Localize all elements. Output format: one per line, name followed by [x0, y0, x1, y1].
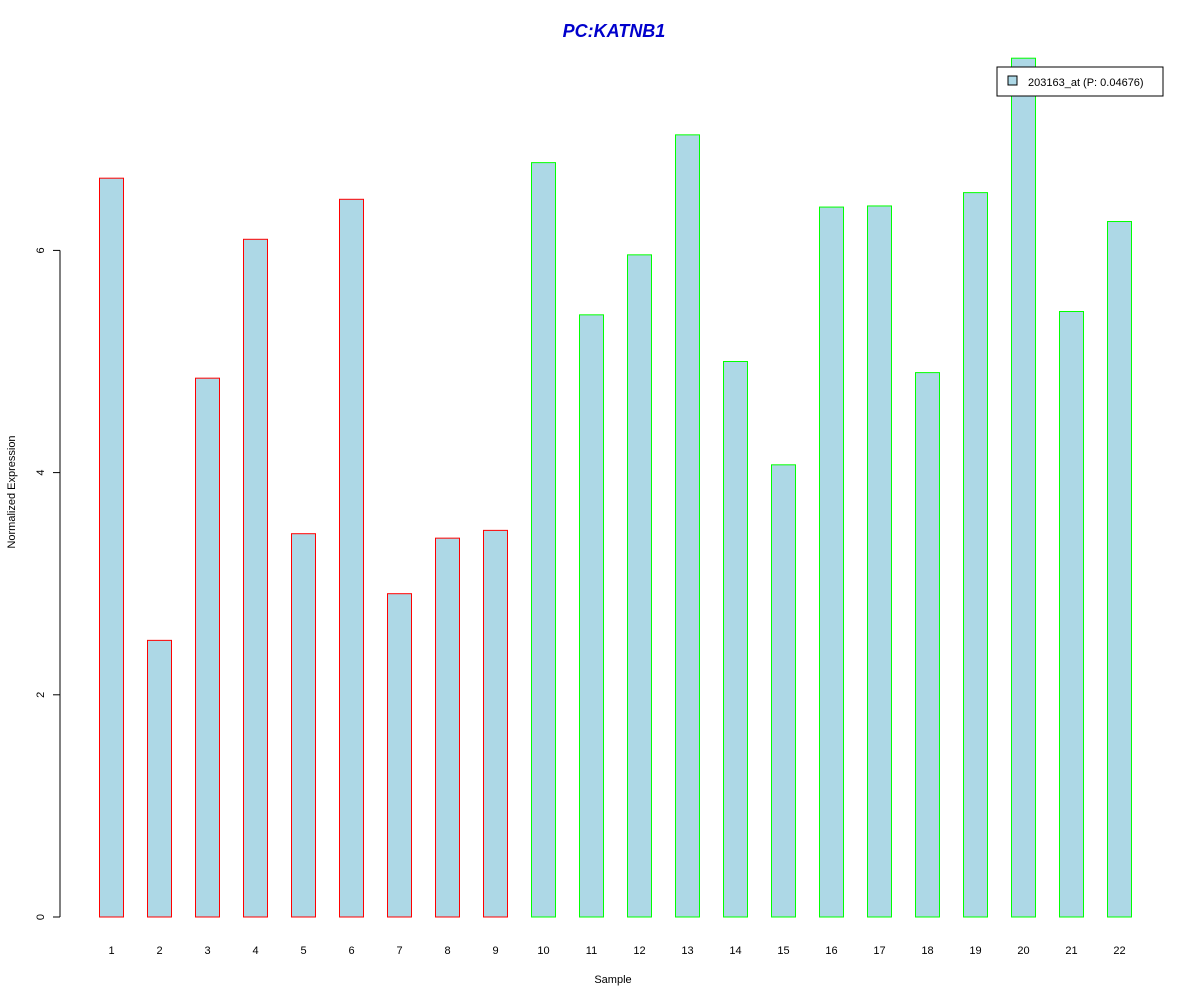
bar-sample-4 [243, 238, 268, 918]
y-tick-label: 4 [35, 470, 47, 476]
bar-sample-16 [819, 206, 844, 918]
x-tick-label: 19 [969, 945, 981, 957]
bar-sample-14 [723, 361, 748, 918]
x-tick-label: 12 [633, 945, 645, 957]
bar-sample-10 [531, 162, 556, 918]
x-tick-label: 22 [1113, 945, 1125, 957]
bar-sample-15 [771, 464, 796, 918]
bar-sample-11 [579, 314, 604, 918]
legend: 203163_at (P: 0.04676) [996, 66, 1164, 97]
bar-sample-2 [147, 639, 172, 918]
x-tick-label: 17 [873, 945, 885, 957]
bar-sample-8 [435, 537, 460, 918]
x-tick-label: 1 [108, 945, 114, 957]
x-tick-label: 8 [444, 945, 450, 957]
bar-sample-22 [1107, 221, 1132, 918]
x-tick-label: 4 [252, 945, 258, 957]
x-tick-label: 9 [492, 945, 498, 957]
y-tick-label: 6 [35, 247, 47, 253]
x-tick-label: 13 [681, 945, 693, 957]
bar-sample-13 [675, 134, 700, 918]
bar-sample-6 [339, 198, 364, 918]
y-tick-label: 2 [35, 692, 47, 698]
x-tick-label: 14 [729, 945, 741, 957]
x-tick-label: 11 [586, 945, 597, 957]
x-tick-label: 2 [156, 945, 162, 957]
bar-sample-1 [99, 177, 124, 918]
bar-sample-18 [915, 372, 940, 918]
x-tick-label: 15 [777, 945, 789, 957]
x-axis-title: Sample [594, 974, 631, 986]
x-tick-label: 6 [348, 945, 354, 957]
x-tick-label: 16 [825, 945, 837, 957]
x-tick-label: 20 [1017, 945, 1029, 957]
x-tick-label: 5 [300, 945, 306, 957]
bar-sample-17 [867, 205, 892, 918]
bar-sample-7 [387, 593, 412, 918]
x-tick-label: 10 [537, 945, 549, 957]
bar-sample-3 [195, 377, 220, 918]
bar-sample-12 [627, 254, 652, 918]
legend-box [996, 66, 1164, 97]
y-axis: 0 2 4 6 [35, 247, 61, 920]
y-axis-title: Normalized Expression [6, 435, 18, 548]
x-tick-label: 18 [921, 945, 933, 957]
bar-sample-5 [291, 533, 316, 918]
x-tick-label: 3 [204, 945, 210, 957]
legend-label: 203163_at (P: 0.04676) [1028, 77, 1144, 89]
bar-sample-19 [963, 192, 988, 918]
bar-sample-9 [483, 529, 508, 918]
bar-sample-21 [1059, 311, 1084, 918]
x-tick-label: 21 [1065, 945, 1077, 957]
bar-sample-20 [1011, 57, 1036, 918]
bars [99, 57, 1132, 918]
y-tick-label: 0 [35, 914, 47, 920]
chart-title: PC:KATNB1 [563, 21, 666, 41]
x-tick-label: 7 [396, 945, 402, 957]
x-tick-labels: 1 2 3 4 5 6 7 8 9 10 11 12 13 14 15 16 17 18 19 20 21 22 [108, 945, 1125, 957]
legend-swatch [1007, 75, 1018, 86]
